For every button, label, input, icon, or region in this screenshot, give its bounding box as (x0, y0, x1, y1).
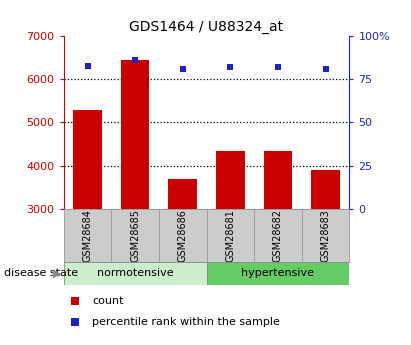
Bar (216, 150, 245, 338)
Bar (254, 209, 302, 262)
Text: GSM28681: GSM28681 (225, 209, 236, 262)
Bar (111, 209, 159, 262)
Point (84, 63, 91, 68)
Point (227, 65, 233, 70)
Text: GSM28683: GSM28683 (321, 209, 330, 262)
Bar (64, 262, 206, 285)
Bar (263, 150, 292, 338)
Text: GSM28686: GSM28686 (178, 209, 188, 262)
Text: hypertensive: hypertensive (241, 268, 314, 278)
Bar (169, 179, 197, 338)
Text: count: count (92, 296, 124, 306)
Point (275, 65, 281, 70)
Text: normotensive: normotensive (97, 268, 173, 278)
Text: percentile rank within the sample: percentile rank within the sample (92, 317, 280, 327)
Title: GDS1464 / U88324_at: GDS1464 / U88324_at (129, 20, 284, 34)
Bar (121, 60, 150, 338)
Point (180, 66, 186, 72)
Point (307, 14, 314, 20)
Bar (73, 109, 102, 338)
Bar (64, 209, 111, 262)
Text: disease state: disease state (4, 268, 78, 278)
Text: GSM28685: GSM28685 (130, 209, 140, 262)
Bar (206, 209, 254, 262)
Bar (206, 262, 349, 285)
Text: ▶: ▶ (53, 268, 62, 278)
Bar (302, 209, 349, 262)
Text: GSM28682: GSM28682 (273, 209, 283, 262)
Text: GSM28684: GSM28684 (83, 209, 92, 262)
Point (307, 206, 314, 211)
Bar (311, 170, 340, 338)
Point (132, 58, 139, 63)
Bar (159, 209, 206, 262)
Point (322, 66, 329, 72)
